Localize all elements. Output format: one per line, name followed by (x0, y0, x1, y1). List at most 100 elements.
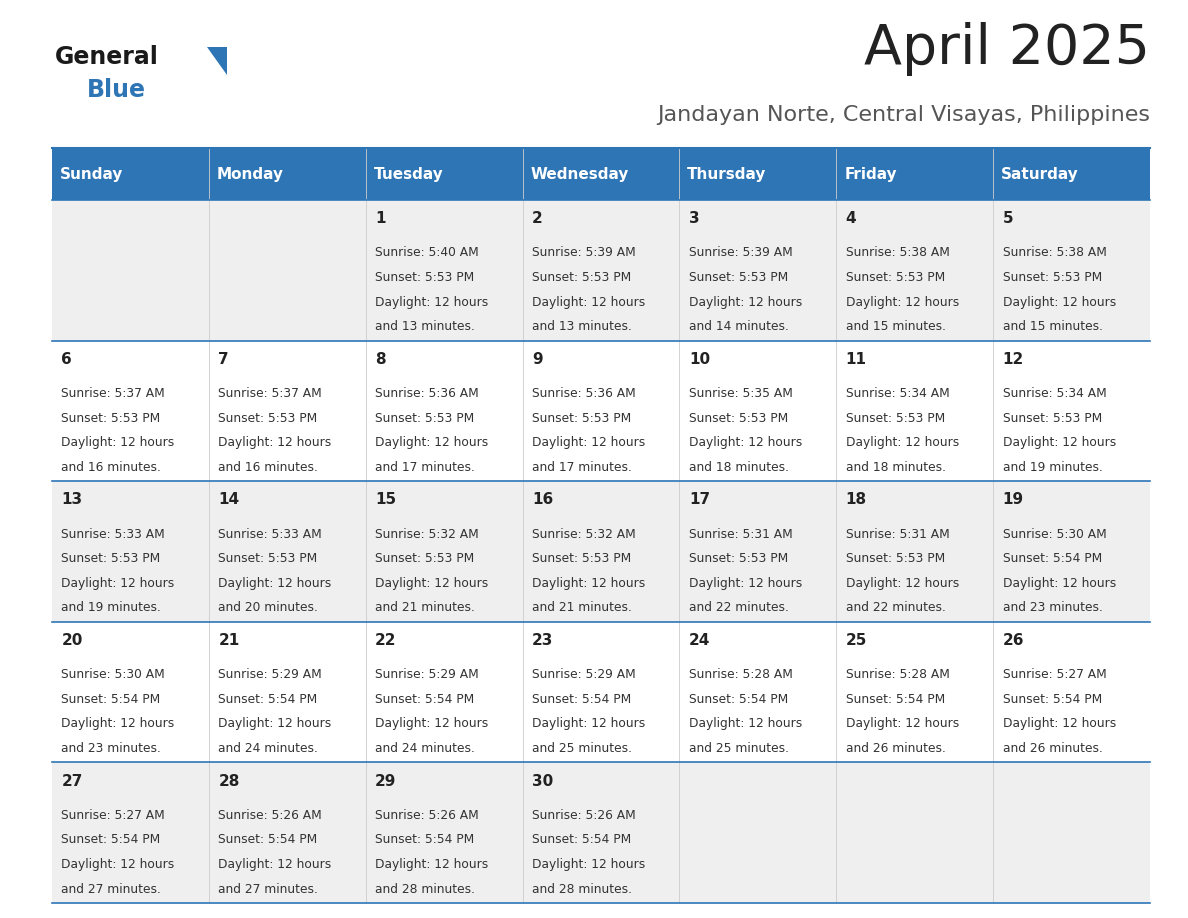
Bar (52, 621, 1150, 763)
Text: Sunrise: 5:38 AM: Sunrise: 5:38 AM (846, 246, 949, 260)
Text: Sunset: 5:54 PM: Sunset: 5:54 PM (219, 834, 317, 846)
Text: and 20 minutes.: and 20 minutes. (219, 601, 318, 614)
Text: Sunset: 5:54 PM: Sunset: 5:54 PM (1003, 693, 1101, 706)
Text: 18: 18 (846, 492, 867, 508)
Text: and 28 minutes.: and 28 minutes. (532, 882, 632, 896)
Text: 22: 22 (375, 633, 397, 648)
Text: Monday: Monday (216, 166, 284, 182)
Text: Sunset: 5:53 PM: Sunset: 5:53 PM (375, 271, 474, 284)
Text: Sunrise: 5:33 AM: Sunrise: 5:33 AM (219, 528, 322, 541)
Text: General: General (55, 45, 159, 69)
Text: 16: 16 (532, 492, 554, 508)
Text: Sunrise: 5:26 AM: Sunrise: 5:26 AM (219, 809, 322, 822)
Text: 28: 28 (219, 774, 240, 789)
Text: 12: 12 (1003, 352, 1024, 367)
Text: and 24 minutes.: and 24 minutes. (375, 742, 475, 755)
Text: and 26 minutes.: and 26 minutes. (1003, 742, 1102, 755)
Text: and 18 minutes.: and 18 minutes. (689, 461, 789, 474)
Text: Sunset: 5:54 PM: Sunset: 5:54 PM (532, 693, 631, 706)
Text: Daylight: 12 hours: Daylight: 12 hours (62, 436, 175, 449)
Text: Daylight: 12 hours: Daylight: 12 hours (62, 717, 175, 731)
Text: and 19 minutes.: and 19 minutes. (62, 601, 162, 614)
Text: Daylight: 12 hours: Daylight: 12 hours (219, 577, 331, 589)
Text: 7: 7 (219, 352, 229, 367)
Text: 13: 13 (62, 492, 82, 508)
Text: Sunset: 5:54 PM: Sunset: 5:54 PM (62, 693, 160, 706)
Text: and 13 minutes.: and 13 minutes. (375, 320, 475, 333)
Text: Jandayan Norte, Central Visayas, Philippines: Jandayan Norte, Central Visayas, Philipp… (657, 105, 1150, 125)
Text: Sunrise: 5:36 AM: Sunrise: 5:36 AM (532, 387, 636, 400)
Bar (52, 341, 1150, 481)
Text: Sunrise: 5:28 AM: Sunrise: 5:28 AM (689, 668, 792, 681)
Text: Daylight: 12 hours: Daylight: 12 hours (846, 436, 959, 449)
Text: Sunrise: 5:36 AM: Sunrise: 5:36 AM (375, 387, 479, 400)
Text: Daylight: 12 hours: Daylight: 12 hours (532, 577, 645, 589)
Text: Daylight: 12 hours: Daylight: 12 hours (846, 717, 959, 731)
Text: and 27 minutes.: and 27 minutes. (219, 882, 318, 896)
Text: and 19 minutes.: and 19 minutes. (1003, 461, 1102, 474)
Text: Sunset: 5:53 PM: Sunset: 5:53 PM (219, 553, 317, 565)
Text: and 26 minutes.: and 26 minutes. (846, 742, 946, 755)
Text: and 21 minutes.: and 21 minutes. (532, 601, 632, 614)
Text: 11: 11 (846, 352, 867, 367)
Text: Daylight: 12 hours: Daylight: 12 hours (375, 296, 488, 308)
Text: Daylight: 12 hours: Daylight: 12 hours (689, 296, 802, 308)
Text: 2: 2 (532, 211, 543, 226)
Text: 8: 8 (375, 352, 386, 367)
Text: Daylight: 12 hours: Daylight: 12 hours (219, 858, 331, 871)
Text: Sunset: 5:53 PM: Sunset: 5:53 PM (846, 411, 944, 425)
Text: Sunset: 5:53 PM: Sunset: 5:53 PM (532, 271, 631, 284)
Text: Daylight: 12 hours: Daylight: 12 hours (1003, 717, 1116, 731)
Text: 26: 26 (1003, 633, 1024, 648)
Text: 15: 15 (375, 492, 397, 508)
Text: 5: 5 (1003, 211, 1013, 226)
Text: Sunset: 5:54 PM: Sunset: 5:54 PM (375, 834, 474, 846)
Text: Daylight: 12 hours: Daylight: 12 hours (846, 577, 959, 589)
Text: Daylight: 12 hours: Daylight: 12 hours (532, 717, 645, 731)
Text: Daylight: 12 hours: Daylight: 12 hours (219, 717, 331, 731)
Text: and 16 minutes.: and 16 minutes. (219, 461, 318, 474)
Text: 17: 17 (689, 492, 710, 508)
Text: and 24 minutes.: and 24 minutes. (219, 742, 318, 755)
Text: Sunset: 5:54 PM: Sunset: 5:54 PM (1003, 553, 1101, 565)
Text: Sunday: Sunday (59, 166, 124, 182)
Text: 14: 14 (219, 492, 240, 508)
Bar (52, 763, 1150, 903)
Text: Daylight: 12 hours: Daylight: 12 hours (532, 296, 645, 308)
Text: and 28 minutes.: and 28 minutes. (375, 882, 475, 896)
Text: Daylight: 12 hours: Daylight: 12 hours (1003, 296, 1116, 308)
Text: Daylight: 12 hours: Daylight: 12 hours (375, 577, 488, 589)
Text: and 16 minutes.: and 16 minutes. (62, 461, 162, 474)
Text: Sunrise: 5:30 AM: Sunrise: 5:30 AM (62, 668, 165, 681)
Text: and 18 minutes.: and 18 minutes. (846, 461, 946, 474)
Text: 29: 29 (375, 774, 397, 789)
Text: and 23 minutes.: and 23 minutes. (62, 742, 162, 755)
Text: Sunrise: 5:29 AM: Sunrise: 5:29 AM (219, 668, 322, 681)
Text: Saturday: Saturday (1001, 166, 1079, 182)
Text: Sunset: 5:54 PM: Sunset: 5:54 PM (689, 693, 788, 706)
Text: Sunset: 5:53 PM: Sunset: 5:53 PM (532, 411, 631, 425)
Bar (52, 148, 1150, 200)
Text: Sunrise: 5:32 AM: Sunrise: 5:32 AM (375, 528, 479, 541)
Text: 24: 24 (689, 633, 710, 648)
Text: April 2025: April 2025 (864, 22, 1150, 76)
Text: Sunset: 5:53 PM: Sunset: 5:53 PM (375, 553, 474, 565)
Text: 9: 9 (532, 352, 543, 367)
Text: and 13 minutes.: and 13 minutes. (532, 320, 632, 333)
Polygon shape (207, 47, 227, 75)
Text: Sunrise: 5:39 AM: Sunrise: 5:39 AM (689, 246, 792, 260)
Text: Daylight: 12 hours: Daylight: 12 hours (689, 717, 802, 731)
Text: Daylight: 12 hours: Daylight: 12 hours (532, 858, 645, 871)
Text: Daylight: 12 hours: Daylight: 12 hours (532, 436, 645, 449)
Text: and 23 minutes.: and 23 minutes. (1003, 601, 1102, 614)
Text: 20: 20 (62, 633, 83, 648)
Text: Friday: Friday (845, 166, 897, 182)
Text: and 15 minutes.: and 15 minutes. (1003, 320, 1102, 333)
Text: Daylight: 12 hours: Daylight: 12 hours (1003, 436, 1116, 449)
Text: Sunrise: 5:26 AM: Sunrise: 5:26 AM (532, 809, 636, 822)
Text: and 22 minutes.: and 22 minutes. (689, 601, 789, 614)
Text: Sunrise: 5:32 AM: Sunrise: 5:32 AM (532, 528, 636, 541)
Text: Sunrise: 5:30 AM: Sunrise: 5:30 AM (1003, 528, 1106, 541)
Text: Sunset: 5:53 PM: Sunset: 5:53 PM (846, 553, 944, 565)
Text: Sunset: 5:53 PM: Sunset: 5:53 PM (375, 411, 474, 425)
